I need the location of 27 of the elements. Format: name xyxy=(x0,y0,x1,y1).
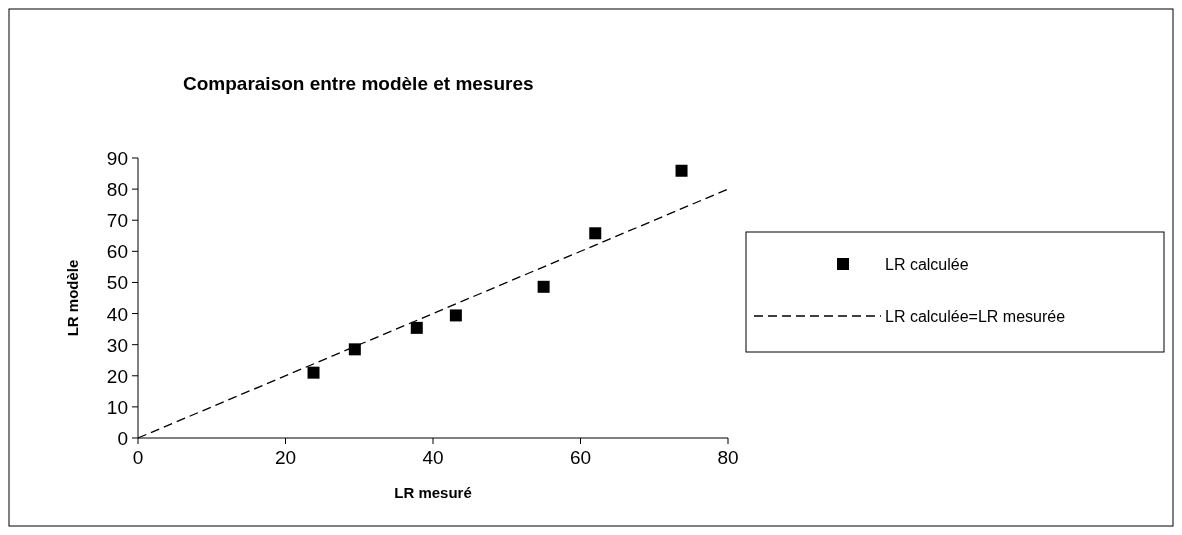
point xyxy=(348,343,361,356)
x-tick-label: 20 xyxy=(274,447,297,468)
x-tick-label: 60 xyxy=(569,447,592,468)
y-tick-label: 50 xyxy=(106,272,128,294)
point xyxy=(307,366,320,379)
text: LR calculée=LR mesurée xyxy=(885,308,1066,325)
x-axis-title: LR mesuré xyxy=(394,484,472,501)
y-tick-label: 70 xyxy=(106,210,128,232)
point xyxy=(449,309,462,322)
y-tick-label: 0 xyxy=(117,428,128,449)
point xyxy=(589,227,602,240)
x-tick-label: 40 xyxy=(422,447,444,468)
chart-title: Comparaison entre modèle et mesures xyxy=(183,73,534,94)
y-tick-label: 10 xyxy=(106,396,128,418)
y-tick-label: 40 xyxy=(106,303,128,325)
point xyxy=(537,280,550,293)
legend-label: LR calculée xyxy=(885,256,969,273)
point xyxy=(410,321,423,334)
y-tick-label: 20 xyxy=(106,365,128,387)
x-tick-label: 80 xyxy=(717,447,739,468)
point xyxy=(675,164,688,177)
y-tick-label: 90 xyxy=(106,148,128,169)
y-axis-title: LR modèle xyxy=(64,259,81,337)
y-tick-label: 60 xyxy=(106,241,128,263)
y-tick-label: 30 xyxy=(106,334,128,356)
x-tick-label: 0 xyxy=(132,447,144,468)
y-tick-label: 80 xyxy=(106,179,128,201)
